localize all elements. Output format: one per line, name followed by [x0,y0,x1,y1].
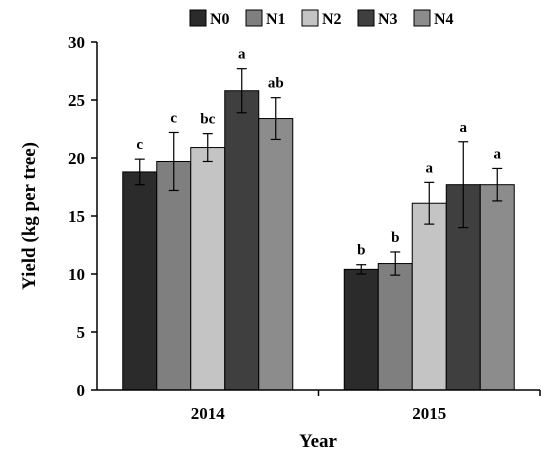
y-tick-label: 10 [68,265,85,284]
y-tick-label: 30 [68,33,85,52]
y-tick-label: 5 [77,323,86,342]
legend-swatch-N1 [245,9,263,27]
significance-letter: a [460,120,468,136]
significance-letter: ab [268,76,284,92]
significance-letter: b [391,230,399,246]
x-axis: 2014 2015 [97,389,541,423]
bar-N4-2015 [479,184,515,391]
y-axis: 0 5 10 15 20 25 30 [68,33,98,400]
y-tick-label: 25 [68,91,85,110]
bar-N1-2014 [156,160,192,391]
legend-label-N4: N4 [434,11,454,28]
significance-letter: a [494,146,502,162]
significance-letter: b [357,243,365,259]
bars-layer: c c bc a ab b b a a a [122,47,515,391]
y-tick-label: 15 [68,207,85,226]
x-axis-title: Year [299,431,338,452]
legend-label-N1: N1 [266,11,286,28]
legend-label-N0: N0 [210,11,230,28]
legend-swatch-N4 [413,9,431,27]
legend: N0 N1 N2 N3 N4 [189,9,454,28]
bar-N0-2015 [343,268,379,391]
bar-N1-2015 [377,263,413,391]
legend-label-N3: N3 [378,11,398,28]
legend-label-N2: N2 [322,11,342,28]
legend-swatch-N0 [189,9,207,27]
significance-letter: c [136,137,143,153]
significance-letter: a [426,160,434,176]
y-tick-label: 20 [68,149,85,168]
y-axis-title: Yield (kg per tree) [19,142,40,290]
significance-letter: bc [200,112,215,128]
y-tick-label: 0 [77,381,86,400]
bar-N3-2014 [224,90,260,391]
significance-letter: c [170,110,177,126]
significance-letter: a [238,47,246,63]
legend-swatch-N2 [301,9,319,27]
legend-swatch-N3 [357,9,375,27]
bar-N0-2014 [122,171,158,391]
x-tick-label: 2015 [412,404,446,423]
bar-N2-2015 [411,202,447,391]
x-tick-label: 2014 [191,404,226,423]
bar-N4-2014 [258,118,294,391]
bar-N2-2014 [190,147,226,391]
